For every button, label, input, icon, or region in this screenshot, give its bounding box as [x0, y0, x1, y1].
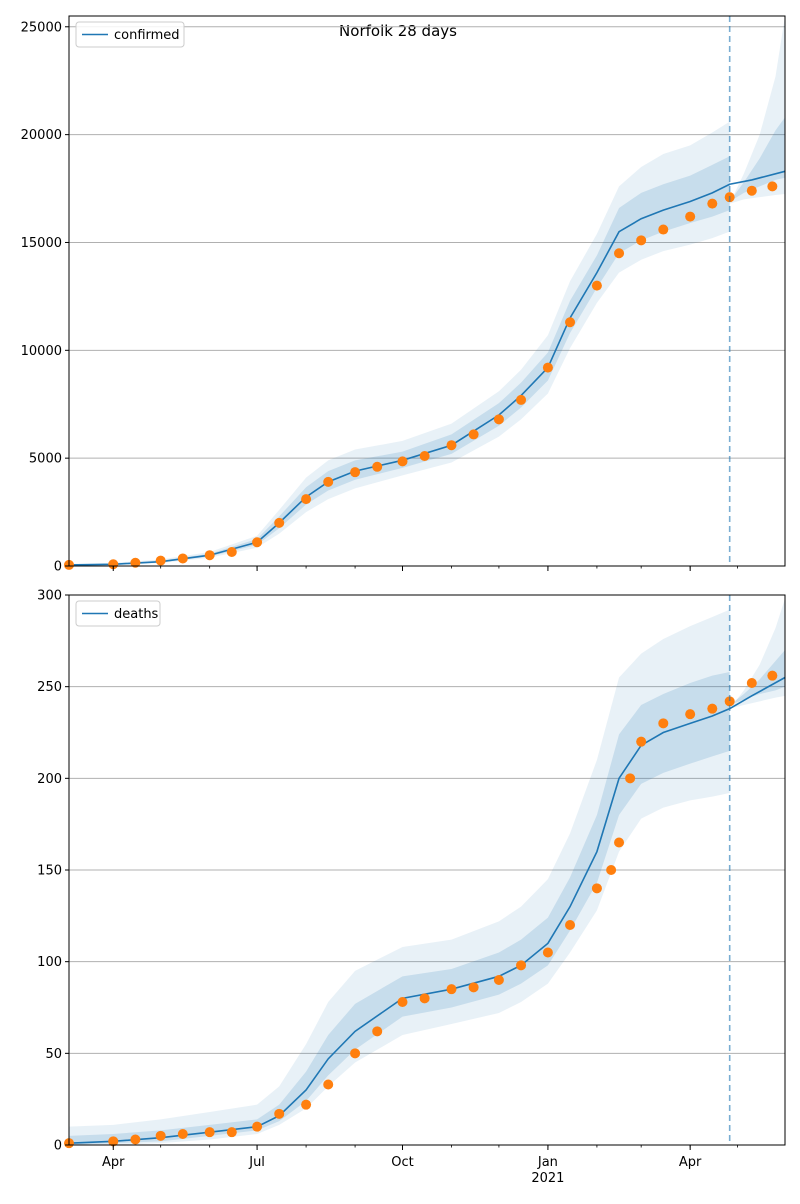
observed-point — [177, 1129, 188, 1139]
observed-point — [516, 960, 527, 971]
observed-point — [707, 703, 718, 714]
observed-point — [707, 198, 718, 209]
observed-point — [658, 224, 669, 235]
observed-point — [372, 461, 383, 472]
legend-box — [75, 600, 161, 627]
legend-label: deaths — [114, 607, 159, 622]
y-tick-label: 100 — [37, 955, 62, 970]
observed-point — [350, 467, 361, 478]
observed-point — [397, 456, 408, 467]
observed-point — [636, 235, 647, 246]
observed-point — [493, 414, 504, 425]
observed-point — [468, 429, 479, 440]
legend: confirmed — [75, 21, 185, 48]
y-tick-label: 20000 — [21, 128, 62, 143]
confidence-band-forecast-inner — [729, 650, 785, 705]
confidence-band-forecast-inner — [729, 117, 785, 202]
observed-point — [591, 883, 602, 894]
observed-point — [446, 440, 457, 451]
observed-point — [767, 670, 778, 681]
panel-confirmed: 0 5000 10000 15000 20000 25000 confirmed — [21, 15, 786, 575]
observed-point — [108, 1136, 119, 1147]
observed-point — [155, 1130, 166, 1141]
observed-point — [419, 451, 430, 461]
observed-point — [565, 920, 576, 930]
observed-point — [323, 1079, 334, 1090]
observed-point — [323, 476, 334, 487]
observed-point — [636, 736, 647, 747]
y-tick-label: 300 — [37, 589, 62, 604]
y-tick-label: 150 — [37, 864, 62, 879]
observed-point — [591, 280, 602, 291]
observed-point — [204, 550, 215, 561]
observed-point — [746, 678, 757, 688]
x-tick-label: Jul — [248, 1155, 265, 1170]
observed-point — [767, 181, 778, 192]
x-tick-sublabel: 2021 — [531, 1171, 564, 1186]
observed-point — [625, 773, 636, 784]
observed-point — [301, 1099, 312, 1110]
y-tick-label: 0 — [54, 560, 62, 575]
plot-frame — [68, 15, 786, 567]
series-line-deaths — [68, 676, 786, 1144]
observed-point — [350, 1048, 361, 1059]
confidence-band-forecast-outer — [729, 598, 785, 709]
x-tick-label: Apr — [679, 1155, 702, 1170]
observed-point — [108, 559, 119, 570]
x-tick-label: Jan — [537, 1155, 558, 1170]
x-tick-label: Oct — [391, 1155, 413, 1170]
observed-point — [446, 984, 457, 995]
observed-point — [614, 248, 625, 259]
confidence-band-forecast-outer — [729, 16, 785, 204]
observed-point — [419, 993, 430, 1004]
observed-point — [658, 718, 669, 729]
observed-point — [177, 553, 188, 564]
y-tick-label: 15000 — [21, 236, 62, 251]
observed-point — [252, 1121, 263, 1132]
observed-point — [746, 185, 757, 196]
series-line-confirmed — [68, 170, 786, 566]
observed-point — [155, 555, 166, 566]
observed-point — [130, 557, 141, 568]
observed-point — [397, 997, 408, 1007]
observed-point — [606, 865, 617, 875]
observed-point — [226, 546, 237, 557]
x-tick-label: Apr — [102, 1155, 125, 1170]
confidence-band-outer — [69, 121, 730, 566]
observed-point — [372, 1026, 383, 1037]
y-tick-label: 25000 — [21, 20, 62, 35]
y-tick-label: 10000 — [21, 344, 62, 359]
legend-label: confirmed — [114, 28, 180, 43]
confidence-band-inner — [69, 156, 730, 566]
observed-point — [685, 709, 696, 720]
observed-point — [274, 517, 285, 528]
confidence-band-outer — [69, 609, 730, 1145]
observed-point — [493, 975, 504, 985]
observed-point — [226, 1127, 237, 1138]
observed-point — [252, 537, 263, 548]
observed-point — [614, 837, 625, 848]
y-tick-label: 0 — [54, 1139, 62, 1154]
y-tick-label: 5000 — [29, 452, 62, 467]
observed-point — [274, 1108, 285, 1119]
figure-title: Norfolk 28 days — [339, 22, 457, 40]
observed-point — [685, 211, 696, 222]
y-tick-label: 50 — [45, 1047, 62, 1062]
y-tick-label: 200 — [37, 772, 62, 787]
observed-point — [724, 696, 735, 707]
y-tick-label: 250 — [37, 680, 62, 695]
legend: deaths — [75, 600, 161, 627]
observed-point — [516, 394, 527, 405]
legend-box — [75, 21, 185, 48]
observed-point — [542, 947, 553, 958]
observed-point — [204, 1127, 215, 1138]
observed-point — [301, 494, 312, 505]
observed-point — [542, 362, 553, 373]
observed-point — [130, 1134, 141, 1145]
observed-point — [565, 317, 576, 328]
observed-point — [468, 982, 479, 993]
